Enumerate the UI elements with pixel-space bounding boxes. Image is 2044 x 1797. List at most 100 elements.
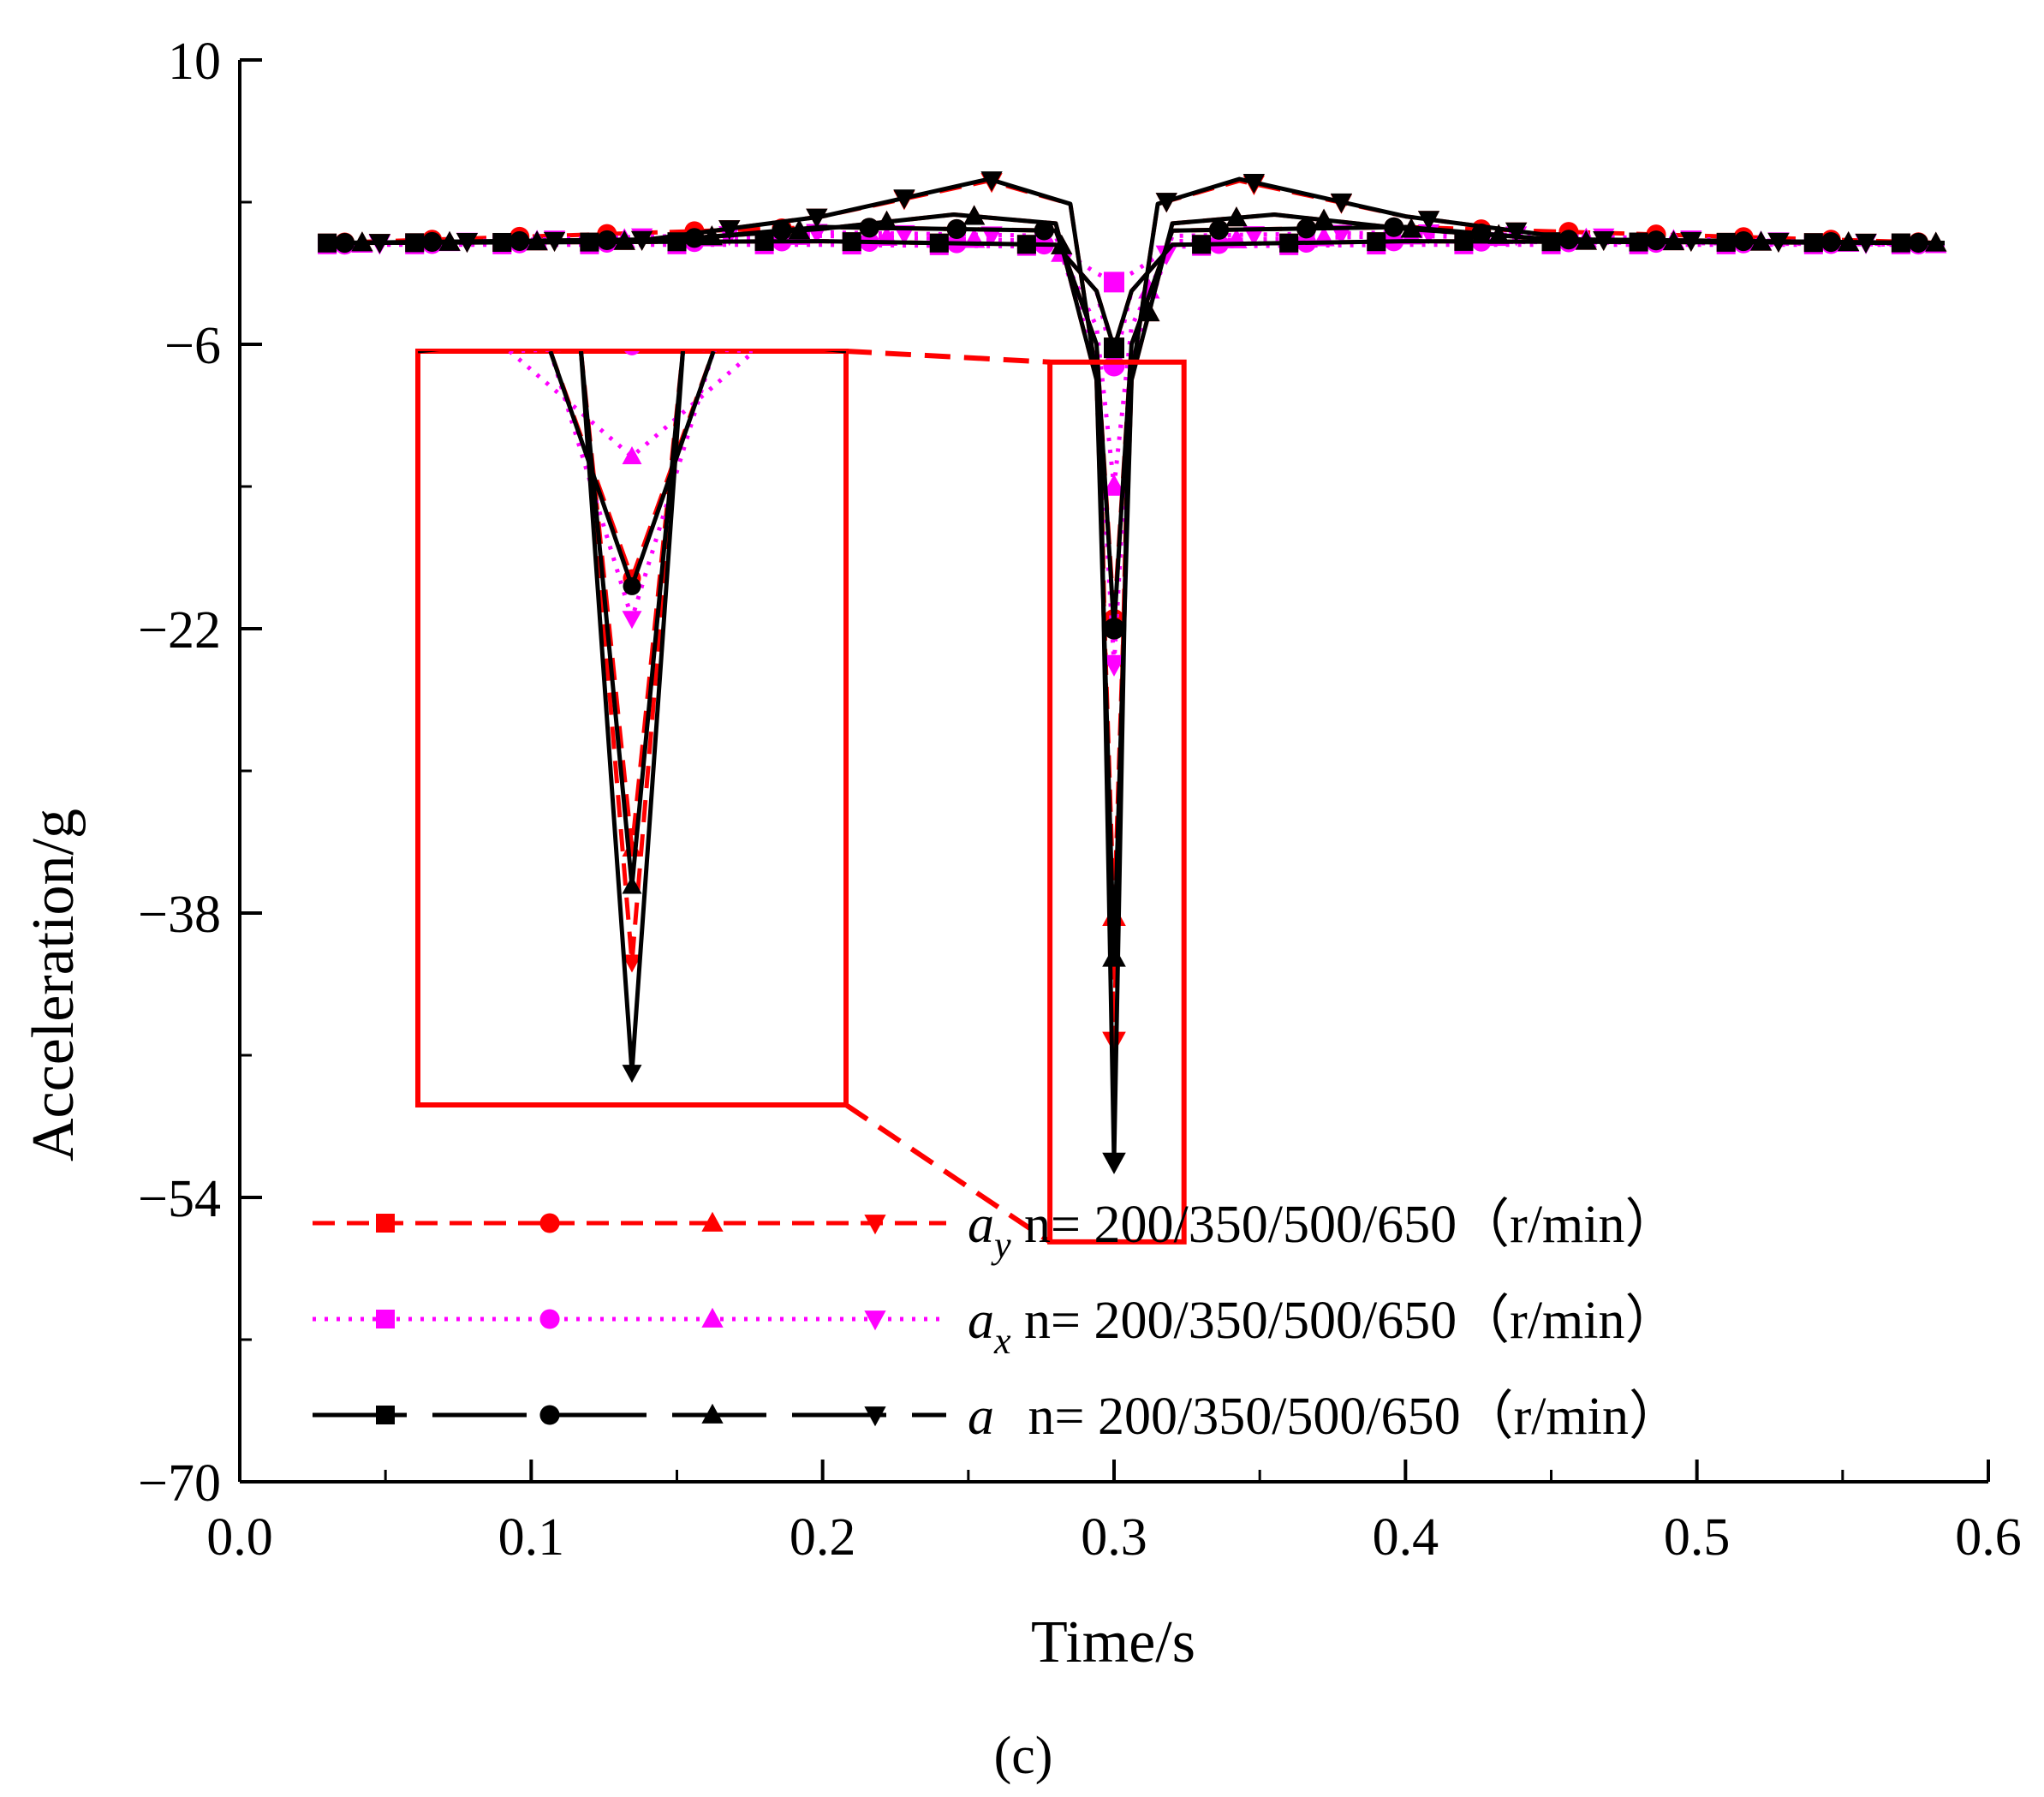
inset-marker-ax-n200 xyxy=(623,261,641,278)
marker-a-n650 xyxy=(1680,231,1702,253)
marker-a-n500 xyxy=(875,210,898,230)
x-tick-label: 0.3 xyxy=(1081,1508,1147,1567)
marker-a-n200 xyxy=(1454,231,1474,251)
zoom-inset xyxy=(415,261,1187,1245)
marker-a-n500 xyxy=(700,225,723,246)
legend-marker-circle xyxy=(539,1213,560,1233)
inset-line-ax-n200 xyxy=(510,351,754,354)
marker-a-n650 xyxy=(1330,193,1353,213)
zoom-source-box xyxy=(1047,359,1187,1245)
legend-marker-square xyxy=(376,1310,395,1328)
panel-label: (c) xyxy=(994,1727,1053,1785)
marker-trough-a-n500 xyxy=(1102,945,1126,967)
legend-marker-square xyxy=(376,1214,395,1233)
marker-a-n350 xyxy=(946,218,967,239)
marker-trough-ax-n650 xyxy=(1102,654,1126,677)
marker-a-n350 xyxy=(1034,220,1054,241)
marker-trough-ax-n200 xyxy=(1104,272,1124,293)
x-axis-title: Time/s xyxy=(1031,1609,1195,1675)
legend-marker-triangle-up xyxy=(701,1211,724,1232)
marker-a-n500 xyxy=(788,218,811,239)
inset-series-a-n500 xyxy=(578,351,686,894)
inset-series-ax-n650 xyxy=(548,351,716,630)
marker-a-n650 xyxy=(1155,193,1177,213)
inset-marker-ax-n650 xyxy=(622,611,642,630)
series-a-n650 xyxy=(327,171,1945,1174)
legend-entry-1: ax n= 200/350/500/650（r/min） xyxy=(313,1292,1678,1362)
marker-a-n500 xyxy=(1313,208,1335,229)
legend-marker-circle xyxy=(539,1405,560,1425)
marker-a-n200 xyxy=(1279,233,1299,253)
marker-a-n500 xyxy=(962,205,986,225)
marker-trough-a-n350 xyxy=(1103,618,1125,640)
zoom-inset-box xyxy=(415,349,849,1107)
marker-a-n650 xyxy=(1505,222,1528,242)
series-a-n500 xyxy=(327,205,1947,967)
zoom-connector-top xyxy=(845,349,1051,365)
inset-marker-ay-n650 xyxy=(622,954,642,973)
inset-series-ax-n500 xyxy=(508,351,756,465)
marker-a-n650 xyxy=(1242,173,1266,194)
marker-a-n350 xyxy=(1208,219,1230,240)
legend-marker-square xyxy=(376,1406,395,1424)
marker-a-n350 xyxy=(1296,218,1317,239)
marker-a-n650 xyxy=(1417,211,1440,231)
legend-marker-triangle-down xyxy=(864,1310,886,1331)
marker-a-n650 xyxy=(893,189,915,210)
marker-a-n500 xyxy=(1138,301,1160,322)
y-tick-label: −38 xyxy=(138,886,221,944)
marker-trough-a-n200 xyxy=(1104,337,1124,359)
legend-marker-triangle-down xyxy=(864,1215,886,1235)
marker-a-n650 xyxy=(1767,232,1790,254)
marker-a-n650 xyxy=(980,171,1003,192)
y-tick-label: −70 xyxy=(138,1454,221,1513)
inset-series-layer xyxy=(418,261,846,1084)
inset-marker-a-n650 xyxy=(622,1065,642,1084)
y-axis-title: Acceleration/g xyxy=(21,809,86,1161)
inset-line-ay-n200 xyxy=(418,351,846,354)
inset-line-a-n200 xyxy=(418,351,846,354)
legend-entry-0: ay n= 200/350/500/650（r/min） xyxy=(313,1196,1678,1266)
marker-a-n200 xyxy=(754,231,774,251)
marker-trough-a-n650 xyxy=(1102,1152,1126,1174)
zoom-connector-bottom xyxy=(844,1102,1052,1245)
y-tick-label: −54 xyxy=(138,1170,221,1228)
marker-ax-n650 xyxy=(1155,245,1177,266)
marker-a-n650 xyxy=(1593,230,1615,252)
marker-a-n500 xyxy=(1225,206,1248,227)
legend-label: ax n= 200/350/500/650（r/min） xyxy=(968,1292,1678,1362)
y-tick-label: −22 xyxy=(138,601,221,660)
marker-trough-ay-n650 xyxy=(1102,1031,1126,1054)
legend-marker-triangle-up xyxy=(701,1403,724,1424)
y-tick-label: 10 xyxy=(168,33,221,91)
marker-a-n200 xyxy=(1192,235,1212,254)
inset-marker-a-n500 xyxy=(622,875,642,894)
legend-label: ay n= 200/350/500/650（r/min） xyxy=(968,1196,1678,1266)
marker-a-n500 xyxy=(1487,224,1510,244)
marker-a-n650 xyxy=(543,231,566,252)
marker-a-n200 xyxy=(842,232,861,252)
inset-marker-ay-n200 xyxy=(623,321,641,338)
marker-a-n200 xyxy=(1016,235,1036,254)
inset-series-a-n350 xyxy=(548,351,716,595)
marker-a-n650 xyxy=(456,233,479,254)
inset-marker-ax-n500 xyxy=(622,446,642,465)
axes: 0.0 0.1 0.2 0.3 0.4 0.5 0.6 10 −6 −22 −38 −54 −70 xyxy=(138,33,2022,1567)
inset-series-a-n200 xyxy=(418,351,846,354)
marker-a-n200 xyxy=(1367,232,1386,252)
marker-a-n650 xyxy=(368,234,391,254)
x-tick-label: 0.1 xyxy=(498,1508,565,1567)
legend: ay n= 200/350/500/650（r/min） ax n= 200/35… xyxy=(313,1196,1682,1446)
marker-a-n200 xyxy=(929,233,949,253)
legend-entry-2: a n= 200/350/500/650（r/min） xyxy=(313,1388,1682,1446)
inset-marker-ax-n350 xyxy=(624,351,640,355)
marker-a-n650 xyxy=(806,208,828,229)
x-tick-label: 0.5 xyxy=(1664,1508,1731,1567)
x-tick-label: 0.6 xyxy=(1955,1508,2022,1567)
series-line-ax-n200 xyxy=(327,242,1945,284)
inset-marker-a-n350 xyxy=(623,576,641,595)
legend-marker-triangle-down xyxy=(864,1406,886,1427)
inset-series-ay-n200 xyxy=(418,321,846,354)
legend-marker-circle xyxy=(539,1309,560,1329)
